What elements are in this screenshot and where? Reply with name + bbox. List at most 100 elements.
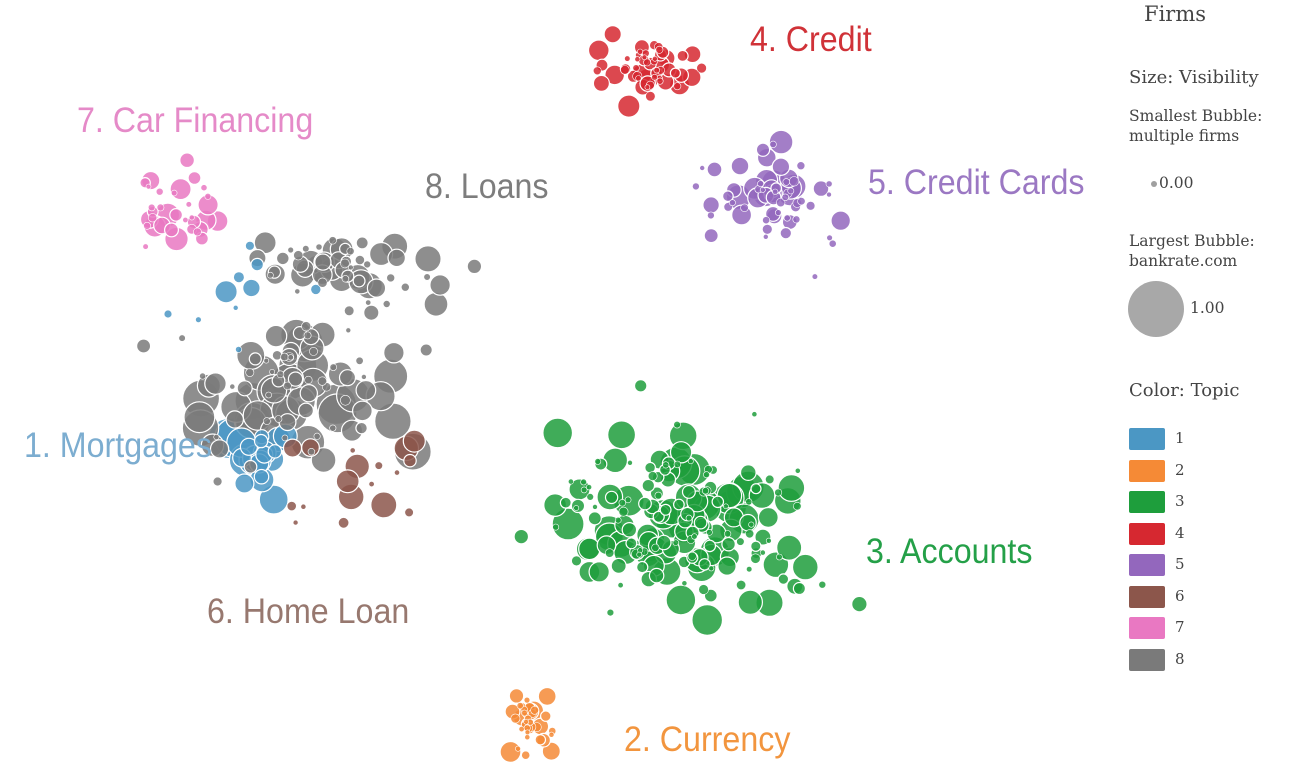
bubble-topic-3 xyxy=(625,537,638,550)
bubble-topic-4 xyxy=(644,84,651,90)
bubble-topic-8 xyxy=(280,352,289,362)
bubble-topic-8 xyxy=(248,352,262,366)
bubble-topic-3 xyxy=(578,537,601,561)
bubble-topic-8 xyxy=(355,236,369,250)
bubble-topic-8 xyxy=(383,341,405,364)
cluster-label-accounts: 3. Accounts xyxy=(866,532,1033,571)
bubble-topic-1 xyxy=(195,316,202,323)
bubble-topic-5 xyxy=(692,182,700,191)
bubble-topic-4 xyxy=(592,66,602,76)
cluster-label-credit-cards: 5. Credit Cards xyxy=(868,163,1085,202)
bubble-topic-3 xyxy=(662,461,670,469)
bubble-topic-8 xyxy=(276,370,285,379)
bubble-topic-6 xyxy=(300,503,307,510)
bubble-topic-3 xyxy=(648,567,665,584)
bubble-topic-3 xyxy=(633,378,648,393)
bubble-topic-3 xyxy=(691,533,698,540)
bubble-topic-8 xyxy=(209,439,230,459)
bubble-topic-8 xyxy=(341,275,350,283)
bubble-topic-3 xyxy=(573,505,580,511)
bubble-topic-3 xyxy=(607,420,637,450)
bubble-topic-3 xyxy=(673,460,682,469)
bubble-topic-8 xyxy=(363,260,372,269)
bubble-topic-3 xyxy=(665,584,697,616)
bubble-topic-8 xyxy=(355,379,377,401)
bubble-topic-3 xyxy=(745,529,755,539)
bubble-topic-4 xyxy=(651,73,658,81)
bubble-topic-3 xyxy=(818,580,827,589)
bubble-topic-4 xyxy=(696,62,707,74)
bubble-topic-1 xyxy=(245,241,255,251)
bubble-topic-5 xyxy=(811,273,819,280)
bubble-topic-3 xyxy=(703,471,710,479)
bubble-topic-3 xyxy=(580,478,587,486)
bubble-topic-8 xyxy=(414,245,442,273)
bubble-topic-3 xyxy=(647,471,658,481)
legend-swatch-label-5: 5 xyxy=(1175,555,1185,573)
bubble-topic-8 xyxy=(352,274,366,288)
bubble-topic-3 xyxy=(588,561,610,583)
legend-smallest-label-line2: multiple firms xyxy=(1129,127,1240,145)
legend-swatch-2 xyxy=(1129,459,1165,482)
bubble-topic-5 xyxy=(706,161,723,178)
bubble-topic-6 xyxy=(292,519,299,526)
bubble-topic-3 xyxy=(614,516,622,524)
bubble-topic-7 xyxy=(169,178,192,201)
bubble-topic-3 xyxy=(706,528,713,536)
bubble-topic-3 xyxy=(580,486,588,494)
bubble-topic-4 xyxy=(641,54,648,61)
bubble-topic-3 xyxy=(513,528,530,545)
bubble-topic-4 xyxy=(645,91,656,102)
bubble-topic-3 xyxy=(602,447,629,474)
bubble-topic-8 xyxy=(329,424,337,432)
bubble-topic-1 xyxy=(253,468,270,485)
bubble-topic-5 xyxy=(826,234,833,242)
bubble-topic-5 xyxy=(830,210,851,231)
cluster-label-currency: 2. Currency xyxy=(624,720,791,759)
bubble-topic-3 xyxy=(687,458,694,465)
bubble-topic-5 xyxy=(769,140,777,148)
bubble-topic-6 xyxy=(394,469,400,476)
bubble-topic-3 xyxy=(681,580,688,587)
bubble-topic-8 xyxy=(298,402,315,419)
bubble-topic-7 xyxy=(164,222,180,238)
bubble-topic-8 xyxy=(225,410,244,429)
bubble-topic-8 xyxy=(329,363,337,371)
bubble-topic-8 xyxy=(264,324,288,348)
bubble-topic-5 xyxy=(762,224,773,235)
legend-swatch-label-8: 8 xyxy=(1175,649,1185,668)
bubble-topic-5 xyxy=(812,180,830,198)
cluster-label-car-financing: 7. Car Financing xyxy=(77,101,314,140)
bubble-topic-8 xyxy=(346,247,355,256)
bubble-topic-8 xyxy=(387,248,406,268)
bubble-topic-3 xyxy=(610,557,627,575)
bubble-topic-8 xyxy=(423,273,431,281)
bubble-topic-5 xyxy=(762,234,769,240)
bubble-topic-3 xyxy=(723,503,729,510)
legend-swatch-label-2: 2 xyxy=(1175,460,1185,479)
bubble-topic-1 xyxy=(253,433,269,449)
bubble-topic-3 xyxy=(651,543,660,552)
legend-swatch-3 xyxy=(1129,491,1165,513)
bubble-topic-3 xyxy=(636,551,643,558)
bubble-topic-3 xyxy=(644,461,656,474)
bubble-topic-3 xyxy=(604,548,615,558)
legend-largest-label-line2: bankrate.com xyxy=(1129,252,1238,270)
bubble-topic-7 xyxy=(156,203,165,212)
bubble-topic-2 xyxy=(521,709,528,717)
bubble-topic-3 xyxy=(559,496,572,509)
bubble-topic-7 xyxy=(155,187,164,196)
bubble-topic-2 xyxy=(524,729,531,736)
bubble-topic-3 xyxy=(687,551,697,561)
bubble-topic-3 xyxy=(655,534,672,551)
bubble-topic-5 xyxy=(699,165,706,171)
bubble-topic-3 xyxy=(717,556,737,576)
bubble-topic-6 xyxy=(403,453,417,468)
legend-largest-value: 1.00 xyxy=(1190,299,1225,317)
bubble-topic-2 xyxy=(523,718,529,725)
bubble-topic-5 xyxy=(797,197,806,206)
bubble-topic-5 xyxy=(783,214,791,222)
bubble-topic-1 xyxy=(163,309,173,319)
bubble-topic-8 xyxy=(301,321,312,332)
bubble-topic-4 xyxy=(617,94,641,118)
